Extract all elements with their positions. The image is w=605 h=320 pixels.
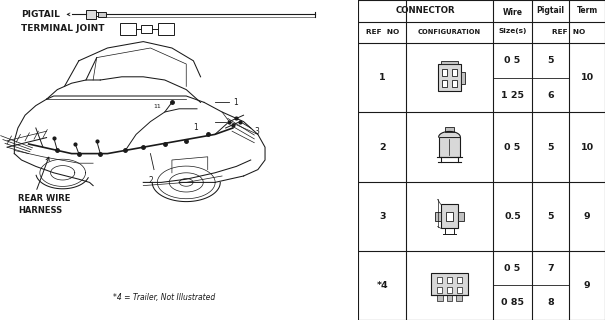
Text: REF  NO: REF NO <box>365 29 399 36</box>
Text: 9: 9 <box>584 212 590 221</box>
Text: 2: 2 <box>148 176 153 185</box>
Text: TERMINAL JOINT: TERMINAL JOINT <box>22 24 105 33</box>
Bar <box>120 23 136 35</box>
Bar <box>452 68 457 76</box>
Bar <box>157 23 174 35</box>
Bar <box>442 68 447 76</box>
Bar <box>437 295 443 301</box>
Text: REF  NO: REF NO <box>552 29 585 36</box>
Bar <box>446 212 453 221</box>
Text: CONNECTOR: CONNECTOR <box>396 6 455 15</box>
Text: 5: 5 <box>548 142 554 151</box>
Bar <box>437 287 442 293</box>
Bar <box>445 127 454 132</box>
Text: CONFIGURATION: CONFIGURATION <box>418 29 481 36</box>
Bar <box>437 277 442 284</box>
Text: *4 = Trailer, Not Illustrated: *4 = Trailer, Not Illustrated <box>113 293 215 302</box>
Text: 6: 6 <box>548 91 554 100</box>
Text: 9: 9 <box>584 281 590 290</box>
Bar <box>99 12 106 17</box>
Bar <box>442 80 447 87</box>
Text: Pigtail: Pigtail <box>537 6 564 15</box>
Bar <box>431 273 468 295</box>
Bar <box>440 204 459 228</box>
Bar <box>86 10 96 19</box>
Bar <box>459 212 464 221</box>
Text: 0.5: 0.5 <box>504 212 521 221</box>
Text: 0 85: 0 85 <box>501 298 524 307</box>
Text: 1: 1 <box>194 124 198 132</box>
Text: 5: 5 <box>548 56 554 65</box>
Text: Wire: Wire <box>502 8 523 17</box>
Text: 0 5: 0 5 <box>505 264 520 273</box>
Bar <box>446 295 453 301</box>
Text: 1: 1 <box>379 73 385 82</box>
Bar <box>456 295 462 301</box>
Text: 1: 1 <box>233 98 238 107</box>
Text: PIGTAIL: PIGTAIL <box>22 10 60 19</box>
Bar <box>452 80 457 87</box>
Text: 0 5: 0 5 <box>505 142 520 151</box>
Text: 3: 3 <box>379 212 385 221</box>
Text: Term: Term <box>577 6 598 15</box>
Bar <box>441 61 458 64</box>
Text: Size(s): Size(s) <box>499 28 526 34</box>
Bar <box>457 277 462 284</box>
Bar <box>457 287 462 293</box>
Text: 10: 10 <box>581 73 594 82</box>
Bar <box>447 287 452 293</box>
Text: 8: 8 <box>548 298 554 307</box>
Bar <box>460 72 465 84</box>
Text: *4: *4 <box>376 281 388 290</box>
Text: REAR WIRE
HARNESS: REAR WIRE HARNESS <box>18 194 70 215</box>
Bar <box>435 212 440 221</box>
Bar <box>142 25 152 33</box>
Text: 5: 5 <box>548 212 554 221</box>
Bar <box>447 277 452 284</box>
Text: 2: 2 <box>379 142 385 151</box>
Polygon shape <box>439 132 460 137</box>
Text: 10: 10 <box>581 142 594 151</box>
Text: 7: 7 <box>548 264 554 273</box>
Text: 3: 3 <box>254 127 259 136</box>
Text: 1 25: 1 25 <box>501 91 524 100</box>
Bar <box>439 64 460 92</box>
Bar <box>439 137 460 157</box>
Text: 0 5: 0 5 <box>505 56 520 65</box>
Text: 11: 11 <box>154 104 162 109</box>
